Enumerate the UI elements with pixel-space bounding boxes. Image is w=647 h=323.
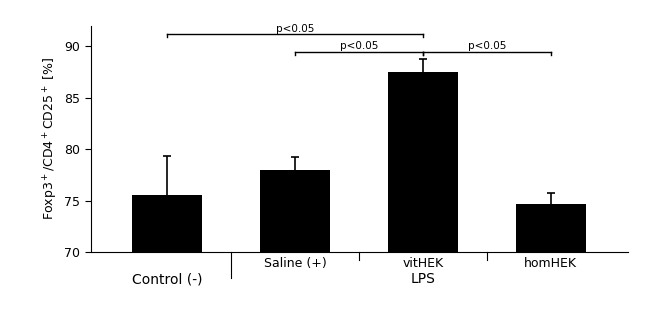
Text: p<0.05: p<0.05 — [468, 41, 506, 51]
Bar — [388, 72, 458, 323]
Text: Control (-): Control (-) — [132, 273, 203, 287]
Bar — [516, 203, 586, 323]
Y-axis label: Foxp3$^+$/CD4$^+$CD25$^+$ [%]: Foxp3$^+$/CD4$^+$CD25$^+$ [%] — [41, 57, 60, 220]
Text: homHEK: homHEK — [524, 257, 577, 270]
Text: p<0.05: p<0.05 — [276, 24, 314, 34]
Text: vitHEK: vitHEK — [402, 257, 444, 270]
Bar — [132, 195, 203, 323]
Text: Saline (+): Saline (+) — [264, 257, 327, 270]
Text: LPS: LPS — [411, 273, 435, 287]
Text: p<0.05: p<0.05 — [340, 41, 378, 51]
Bar — [260, 170, 331, 323]
